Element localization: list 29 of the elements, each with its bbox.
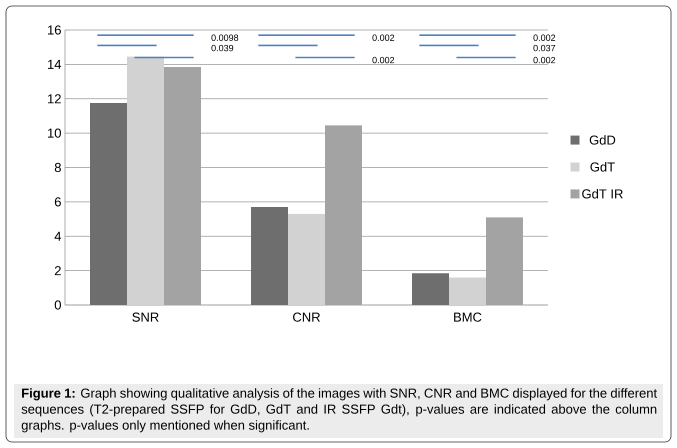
y-tick-label: 8	[54, 162, 61, 172]
y-tick-label: 0	[54, 300, 61, 310]
legend-label: GdD	[590, 135, 616, 145]
bar	[127, 56, 164, 305]
y-tick-label: 6	[54, 197, 61, 206]
legend-label: GdT IR	[582, 188, 623, 199]
y-tick-label: 16	[48, 25, 61, 35]
annotation: 0.002	[372, 34, 394, 41]
annotation: 0.039	[211, 44, 234, 52]
y-tick-label: 2	[54, 266, 61, 276]
y-tick-label: 10	[48, 128, 61, 138]
bar	[90, 103, 127, 305]
annotation: 0.002	[533, 34, 556, 41]
annotation: 0.002	[533, 56, 556, 64]
bar	[412, 273, 449, 305]
text: Figure 1: Graph showing qualitative analysis of the images with SNR, CNR and BMC displayed for the different sequences (T2-prepared SSFP for GdD, GdT and IR SSFP Gdt), p-values are indicated above the column graphs. p-values only mentioned when significant.	[22, 388, 658, 432]
annotation: 0.037	[533, 44, 556, 52]
y-tick-label: 14	[48, 60, 62, 69]
legend-label: GdT	[590, 162, 615, 172]
y-tick-label: 12	[48, 94, 61, 104]
annotation: 0.002	[372, 56, 394, 64]
bar	[449, 278, 486, 305]
x-tick-label: CNR	[293, 312, 320, 322]
x-tick-label: SNR	[132, 312, 159, 322]
annotation: 0.0098	[211, 34, 238, 41]
x-tick-label: BMC	[454, 312, 482, 322]
y-tick-label: 4	[54, 232, 62, 241]
bar	[288, 214, 325, 305]
bar	[251, 207, 288, 305]
